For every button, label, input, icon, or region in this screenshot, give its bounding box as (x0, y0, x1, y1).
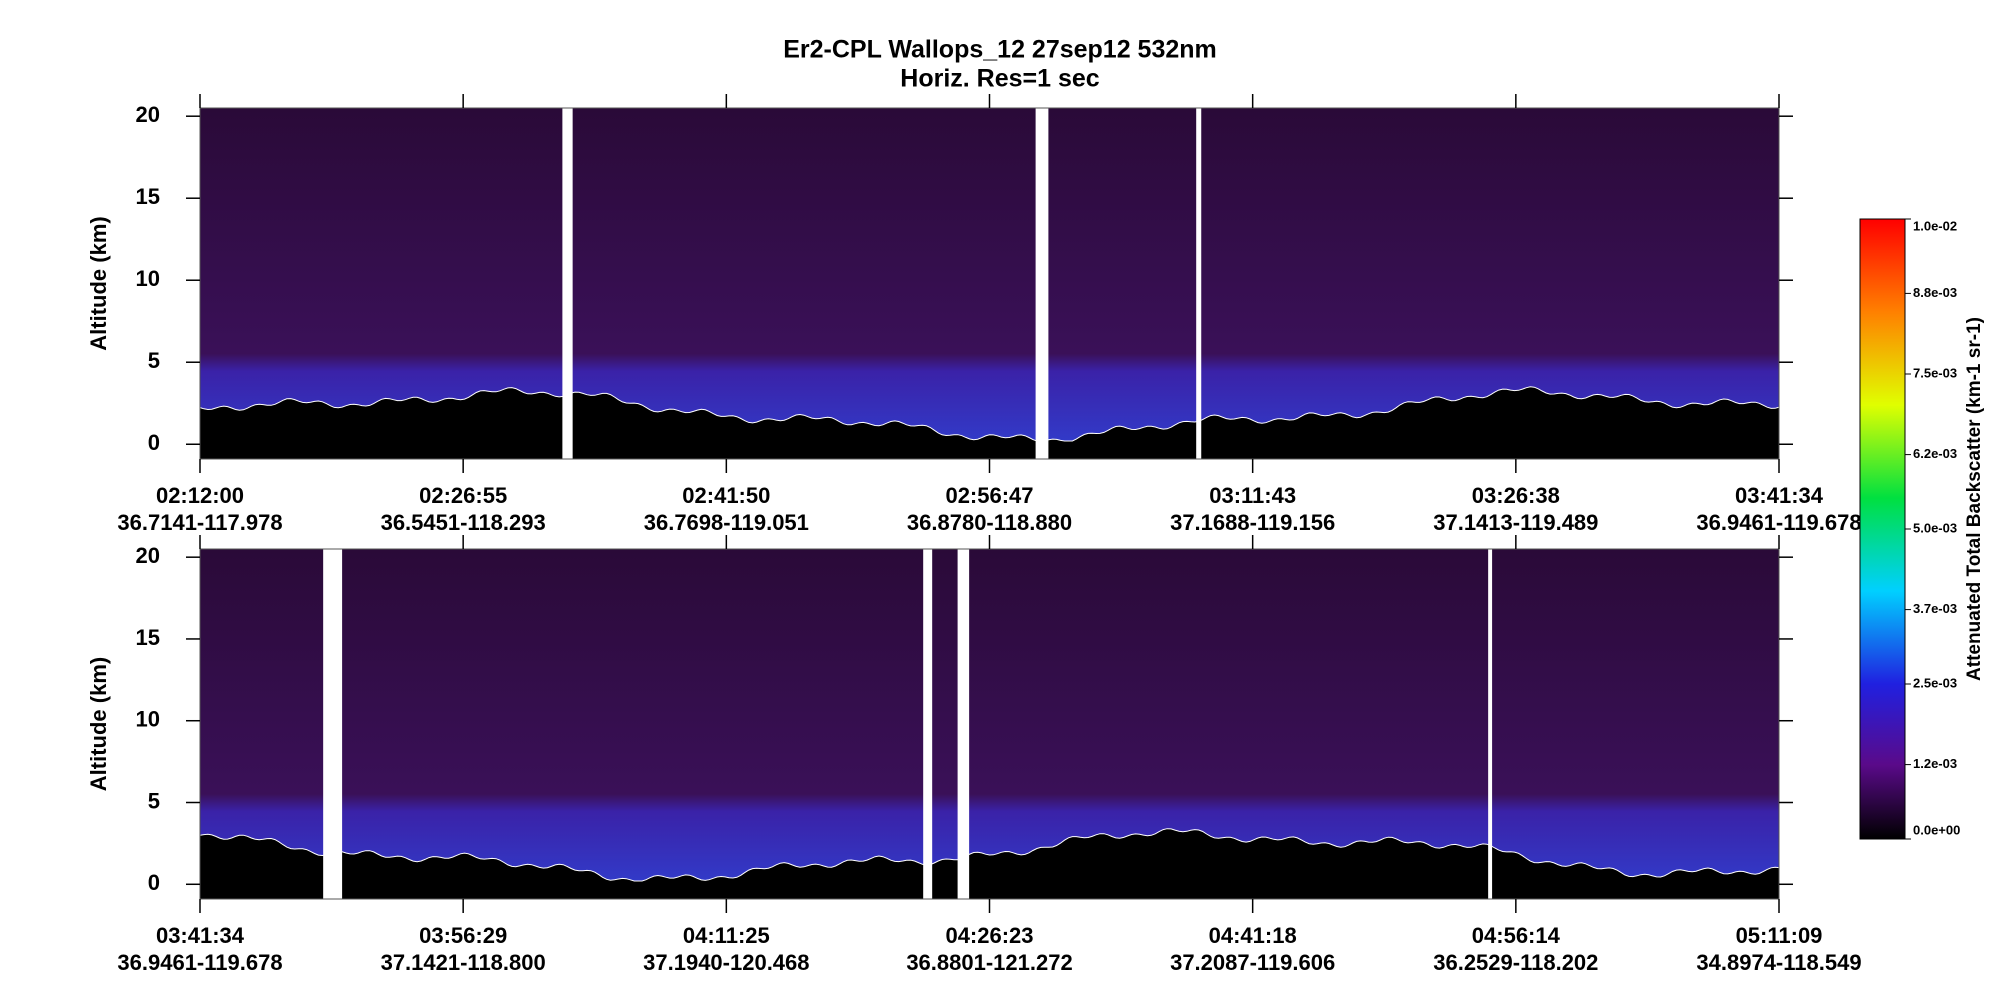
y-tick-label: 10 (136, 266, 160, 291)
colorbar-tick-label: 7.5e-03 (1913, 365, 1957, 380)
data-gap (1035, 108, 1049, 459)
y-axis-label: Altitude (km) (86, 216, 111, 350)
data-gap (323, 549, 343, 899)
x-tick-label: 03:11:43 (1209, 483, 1296, 508)
data-gap (957, 549, 970, 899)
y-tick-label: 20 (136, 102, 160, 127)
x-tick-label: 03:26:38 (1472, 483, 1560, 508)
x-tick-label: 04:56:14 (1472, 923, 1561, 948)
x-tick-label: 02:12:00 (156, 483, 244, 508)
x-location-label: 36.5451-118.293 (381, 510, 546, 535)
curtain-background (200, 549, 1779, 899)
colorbar-tick-label: 5.0e-03 (1913, 520, 1957, 535)
x-location-label: 37.2087-119.606 (1170, 950, 1335, 975)
colorbar-tick-label: 2.5e-03 (1913, 675, 1957, 690)
y-tick-label: 15 (136, 184, 160, 209)
y-tick-label: 15 (136, 625, 160, 650)
y-tick-label: 5 (148, 348, 160, 373)
x-location-label: 37.1421-118.800 (381, 950, 546, 975)
x-tick-label: 04:11:25 (683, 923, 770, 948)
y-tick-label: 20 (136, 543, 160, 568)
x-location-label: 36.9461-119.678 (117, 950, 282, 975)
x-tick-label: 02:41:50 (682, 483, 770, 508)
colorbar-tick-label: 0.0e+00 (1913, 822, 1960, 837)
x-location-label: 36.2529-118.202 (1433, 950, 1598, 975)
x-location-label: 36.9461-119.678 (1696, 510, 1861, 535)
colorbar-tick-label: 6.2e-03 (1913, 446, 1957, 461)
y-tick-label: 10 (136, 707, 160, 732)
chart-title: Er2-CPL Wallops_12 27sep12 532nm (783, 36, 1217, 64)
ground (199, 828, 1780, 900)
y-tick-label: 0 (148, 870, 160, 895)
colorbar-tick-label: 8.8e-03 (1913, 285, 1957, 300)
x-location-label: 37.1688-119.156 (1170, 510, 1335, 535)
data-gap (562, 108, 573, 459)
colorbar-tick-label: 1.0e-02 (1913, 218, 1957, 233)
y-axis-label: Altitude (km) (86, 657, 111, 791)
x-location-label: 37.1413-119.489 (1433, 510, 1598, 535)
colorbar-tick-label: 1.2e-03 (1913, 756, 1957, 771)
x-tick-label: 03:41:34 (156, 923, 245, 948)
data-gap (1196, 108, 1202, 459)
y-tick-label: 0 (148, 430, 160, 455)
x-location-label: 36.7698-119.051 (644, 510, 809, 535)
x-tick-label: 04:41:18 (1209, 923, 1297, 948)
y-tick-label: 5 (148, 788, 160, 813)
x-tick-label: 05:11:09 (1736, 923, 1823, 948)
colorbar-tick-label: 3.7e-03 (1913, 601, 1957, 616)
x-tick-label: 03:41:34 (1735, 483, 1824, 508)
x-location-label: 36.8780-118.880 (907, 510, 1072, 535)
colorbar (1859, 218, 1906, 840)
chart-subtitle: Horiz. Res=1 sec (900, 65, 1100, 93)
data-gap (923, 549, 933, 899)
x-location-label: 36.8801-121.272 (906, 950, 1072, 975)
colorbar-label: Attenuated Total Backscatter (km-1 sr-1) (1964, 317, 1985, 681)
x-location-label: 37.1940-120.468 (643, 950, 809, 975)
x-tick-label: 02:56:47 (945, 483, 1033, 508)
x-tick-label: 02:26:55 (419, 483, 507, 508)
data-gap (1488, 549, 1493, 899)
x-tick-label: 03:56:29 (419, 923, 507, 948)
x-tick-label: 04:26:23 (945, 923, 1033, 948)
x-location-label: 34.8974-118.549 (1696, 950, 1861, 975)
x-location-label: 36.7141-117.978 (117, 510, 282, 535)
ground (199, 386, 1780, 460)
